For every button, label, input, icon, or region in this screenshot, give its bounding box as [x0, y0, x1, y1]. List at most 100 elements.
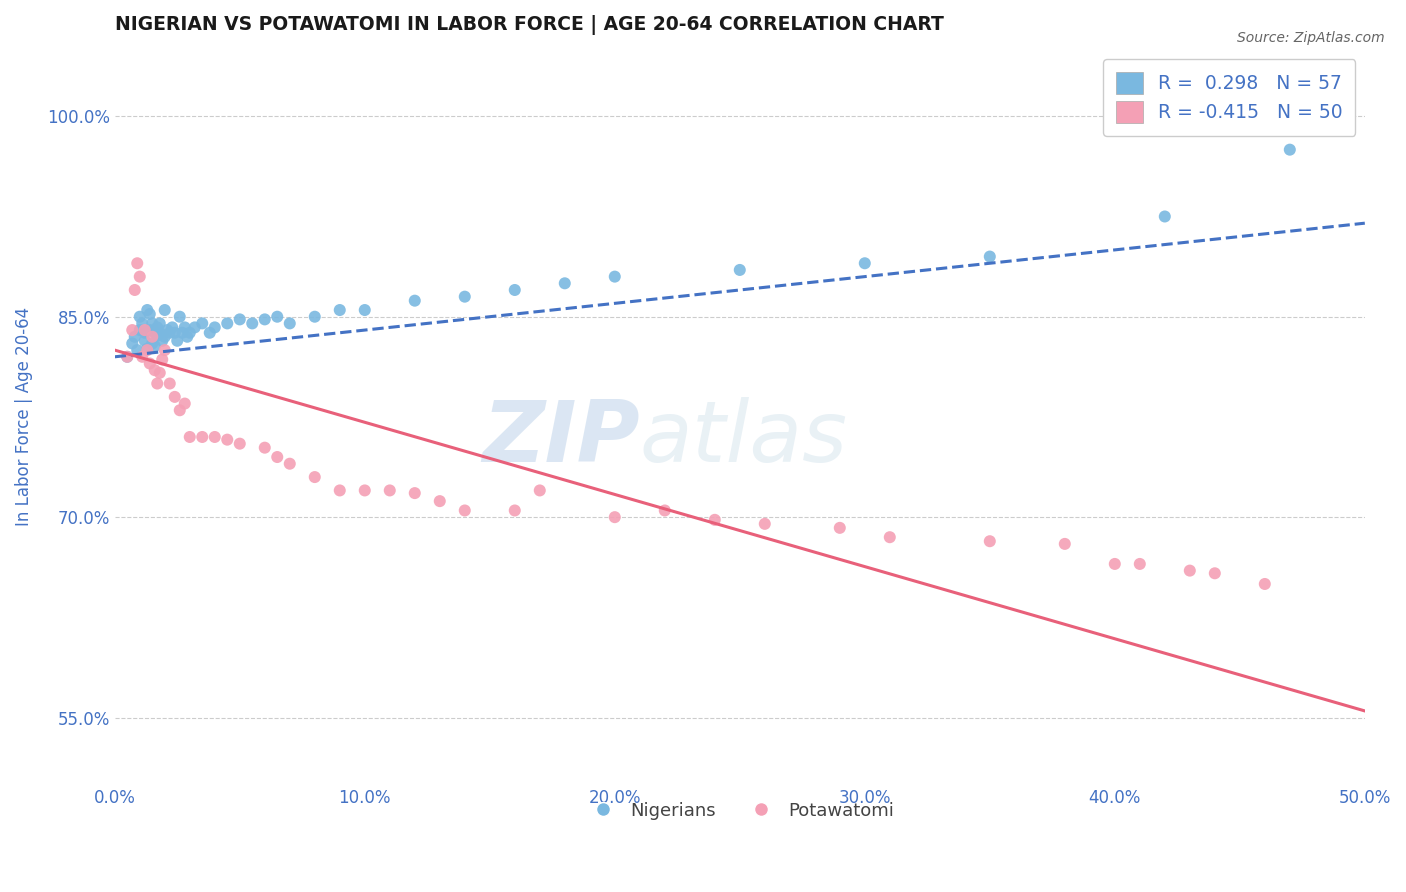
Point [149, 326, 172, 340]
Point [173, 396, 195, 410]
Point [139, 323, 162, 337]
Point [153, 343, 176, 358]
Point [141, 330, 163, 344]
Point [153, 330, 176, 344]
Point [204, 320, 226, 334]
Point [121, 336, 143, 351]
Point [278, 457, 301, 471]
Point [879, 530, 901, 544]
Y-axis label: In Labor Force | Age 20-64: In Labor Force | Age 20-64 [15, 308, 32, 526]
Point [853, 256, 876, 270]
Point [146, 320, 169, 334]
Point [529, 483, 551, 498]
Point [304, 470, 326, 484]
Point [162, 320, 184, 334]
Point [1178, 564, 1201, 578]
Point [134, 334, 156, 348]
Point [404, 486, 426, 500]
Point [1104, 557, 1126, 571]
Point [503, 283, 526, 297]
Point [229, 312, 252, 326]
Point [329, 483, 352, 498]
Point [172, 326, 194, 340]
Point [159, 376, 181, 391]
Point [156, 323, 179, 337]
Legend: Nigerians, Potawatomi: Nigerians, Potawatomi [578, 795, 901, 827]
Point [554, 277, 576, 291]
Point [353, 303, 375, 318]
Point [404, 293, 426, 308]
Point [353, 483, 375, 498]
Point [603, 269, 626, 284]
Point [754, 516, 776, 531]
Point [240, 317, 263, 331]
Point [136, 342, 159, 356]
Point [184, 320, 207, 334]
Point [127, 343, 149, 358]
Point [153, 303, 176, 318]
Point [128, 310, 150, 324]
Point [150, 352, 173, 367]
Text: Source: ZipAtlas.com: Source: ZipAtlas.com [1237, 31, 1385, 45]
Point [703, 513, 725, 527]
Text: atlas: atlas [640, 398, 848, 481]
Point [131, 350, 153, 364]
Point [121, 323, 143, 337]
Point [429, 494, 451, 508]
Point [198, 326, 221, 340]
Point [329, 303, 352, 318]
Point [166, 334, 188, 348]
Point [150, 334, 173, 348]
Point [169, 403, 191, 417]
Point [134, 323, 156, 337]
Point [127, 256, 149, 270]
Point [141, 317, 163, 331]
Point [141, 336, 163, 351]
Point [191, 317, 214, 331]
Text: NIGERIAN VS POTAWATOMI IN LABOR FORCE | AGE 20-64 CORRELATION CHART: NIGERIAN VS POTAWATOMI IN LABOR FORCE | … [115, 15, 943, 35]
Point [229, 436, 252, 450]
Point [159, 326, 181, 340]
Point [728, 263, 751, 277]
Point [1053, 537, 1076, 551]
Point [117, 350, 139, 364]
Point [828, 521, 851, 535]
Point [253, 441, 276, 455]
Point [124, 330, 146, 344]
Point [146, 376, 169, 391]
Point [304, 310, 326, 324]
Point [136, 343, 159, 358]
Point [1204, 566, 1226, 581]
Point [503, 503, 526, 517]
Point [136, 303, 159, 318]
Point [217, 317, 239, 331]
Point [149, 317, 172, 331]
Point [128, 323, 150, 337]
Point [253, 312, 276, 326]
Point [979, 534, 1001, 549]
Point [179, 430, 201, 444]
Point [378, 483, 401, 498]
Text: ZIP: ZIP [482, 398, 640, 481]
Point [163, 390, 186, 404]
Point [1254, 577, 1277, 591]
Point [204, 430, 226, 444]
Point [134, 326, 156, 340]
Point [143, 326, 166, 340]
Point [146, 328, 169, 343]
Point [143, 363, 166, 377]
Point [454, 503, 477, 517]
Point [454, 290, 477, 304]
Point [1129, 557, 1152, 571]
Point [1153, 210, 1175, 224]
Point [191, 430, 214, 444]
Point [117, 350, 139, 364]
Point [176, 330, 198, 344]
Point [143, 339, 166, 353]
Point [128, 269, 150, 284]
Point [278, 317, 301, 331]
Point [979, 250, 1001, 264]
Point [179, 326, 201, 340]
Point [139, 356, 162, 370]
Point [131, 317, 153, 331]
